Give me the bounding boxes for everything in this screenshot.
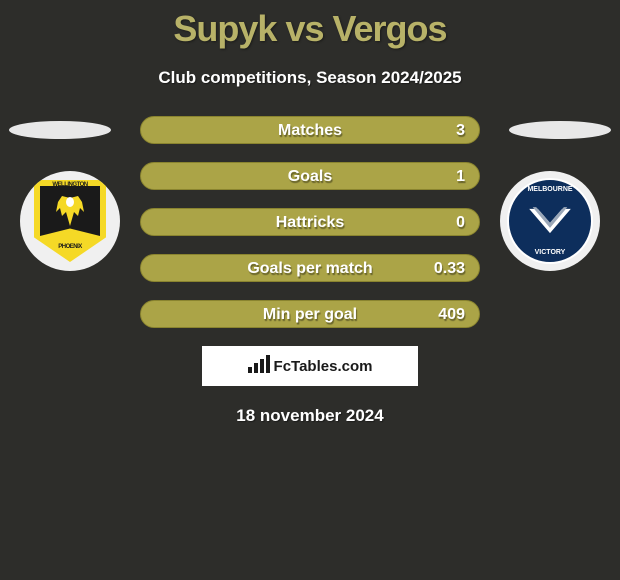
victory-crest-icon: MELBOURNE VICTORY <box>507 178 593 264</box>
stat-value: 0.33 <box>434 255 465 283</box>
stat-value: 3 <box>456 117 465 145</box>
stat-label: Goals per match <box>141 255 479 283</box>
left-player-ellipse <box>9 121 111 139</box>
stat-bar-min-per-goal: Min per goal 409 <box>140 300 480 328</box>
subtitle: Club competitions, Season 2024/2025 <box>0 68 620 88</box>
wellington-crest-icon: WELLINGTON PHOENIX <box>34 180 106 262</box>
left-crest-text-top: WELLINGTON <box>52 182 87 188</box>
date-text: 18 november 2024 <box>0 406 620 426</box>
left-crest-text-bot: PHOENIX <box>58 244 82 250</box>
stat-label: Goals <box>141 163 479 191</box>
content-area: WELLINGTON PHOENIX MELBOURNE VICTORY Mat… <box>0 116 620 426</box>
page-title: Supyk vs Vergos <box>0 0 620 50</box>
stat-label: Matches <box>141 117 479 145</box>
stats-container: Matches 3 Goals 1 Hattricks 0 Goals per … <box>140 116 480 328</box>
stat-bar-goals-per-match: Goals per match 0.33 <box>140 254 480 282</box>
stat-bar-goals: Goals 1 <box>140 162 480 190</box>
right-team-badge: MELBOURNE VICTORY <box>500 171 600 271</box>
stat-value: 0 <box>456 209 465 237</box>
bars-icon <box>248 355 270 377</box>
left-team-badge: WELLINGTON PHOENIX <box>20 171 120 271</box>
v-chevron-icon <box>524 203 576 239</box>
right-crest-text-top: MELBOURNE <box>527 186 572 193</box>
attribution-badge: FcTables.com <box>202 346 418 386</box>
stat-label: Hattricks <box>141 209 479 237</box>
stat-label: Min per goal <box>141 301 479 329</box>
stat-bar-hattricks: Hattricks 0 <box>140 208 480 236</box>
stat-value: 1 <box>456 163 465 191</box>
stat-bar-matches: Matches 3 <box>140 116 480 144</box>
right-crest-text-bot: VICTORY <box>535 249 566 256</box>
right-player-ellipse <box>509 121 611 139</box>
attribution-text: FcTables.com <box>274 358 373 375</box>
phoenix-icon <box>50 194 90 230</box>
stat-value: 409 <box>438 301 465 329</box>
